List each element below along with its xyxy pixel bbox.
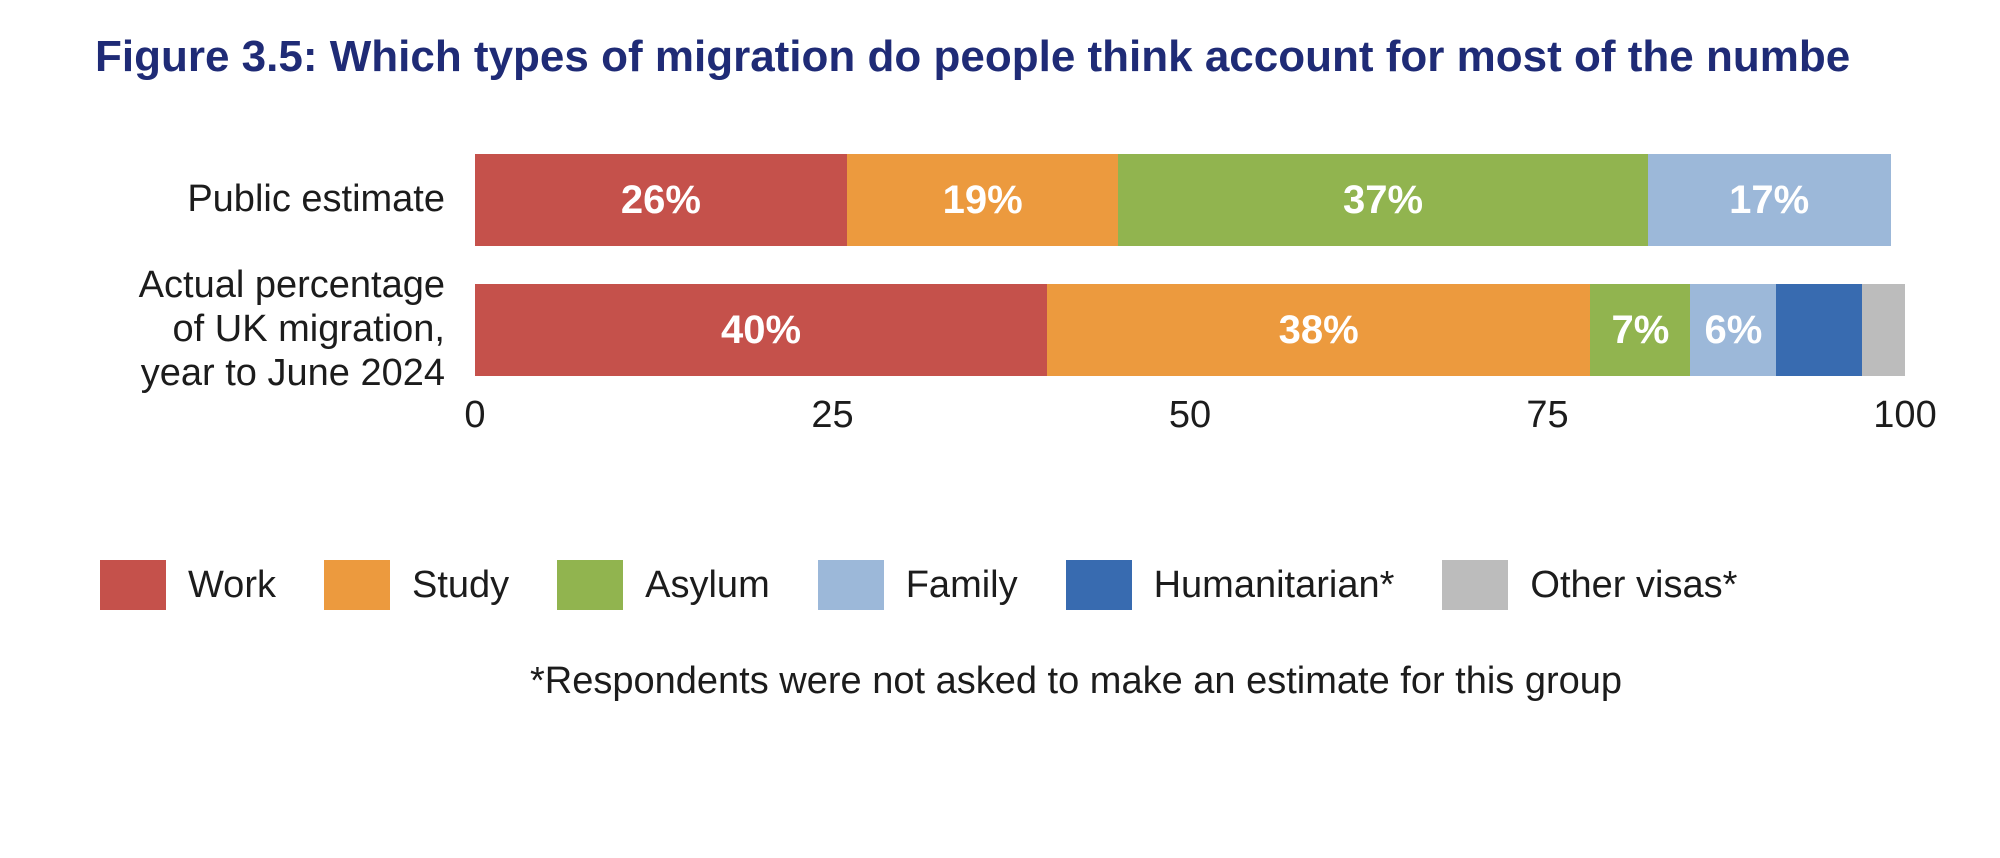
- legend-swatch-study: [324, 560, 390, 610]
- legend-swatch-humanitarian: [1066, 560, 1132, 610]
- legend-item-family: Family: [818, 560, 1018, 610]
- legend-item-other: Other visas*: [1442, 560, 1737, 610]
- chart-row: Actual percentageof UK migration,year to…: [95, 270, 1945, 390]
- legend-item-asylum: Asylum: [557, 560, 770, 610]
- legend-label: Asylum: [645, 564, 770, 607]
- legend-swatch-work: [100, 560, 166, 610]
- figure-title: Figure 3.5: Which types of migration do …: [95, 32, 2000, 82]
- x-axis-tick: 25: [811, 394, 853, 437]
- x-axis-tick: 0: [464, 394, 485, 437]
- legend-item-humanitarian: Humanitarian*: [1066, 560, 1395, 610]
- x-axis-tick: 75: [1526, 394, 1568, 437]
- bar-segment-family: 6%: [1690, 284, 1776, 376]
- chart-legend: Work Study Asylum Family Humanitarian* Other …: [100, 560, 1920, 610]
- chart-footnote: *Respondents were not asked to make an e…: [530, 660, 1622, 703]
- x-axis-tick: 50: [1169, 394, 1211, 437]
- legend-swatch-other: [1442, 560, 1508, 610]
- figure-container: Figure 3.5: Which types of migration do …: [0, 0, 2000, 858]
- bar-segment-humanitarian: [1776, 284, 1862, 376]
- bar-segment-work: 26%: [475, 154, 847, 246]
- legend-label: Humanitarian*: [1154, 564, 1395, 607]
- bar-track: 26%19%37%17%: [475, 154, 1905, 246]
- bar-segment-family: 17%: [1648, 154, 1891, 246]
- x-axis: 0255075100: [475, 394, 1905, 444]
- legend-label: Work: [188, 564, 276, 607]
- row-label: Actual percentageof UK migration,year to…: [95, 264, 475, 395]
- legend-label: Other visas*: [1530, 564, 1737, 607]
- chart-row: Public estimate26%19%37%17%: [95, 140, 1945, 260]
- stacked-bar-chart: Public estimate26%19%37%17%Actual percen…: [95, 140, 1945, 500]
- legend-label: Study: [412, 564, 509, 607]
- row-label: Public estimate: [95, 178, 475, 222]
- bar-segment-asylum: 7%: [1590, 284, 1690, 376]
- bar-segment-asylum: 37%: [1118, 154, 1647, 246]
- bar-segment-other: [1862, 284, 1905, 376]
- legend-item-work: Work: [100, 560, 276, 610]
- legend-label: Family: [906, 564, 1018, 607]
- legend-swatch-asylum: [557, 560, 623, 610]
- legend-swatch-family: [818, 560, 884, 610]
- bar-segment-work: 40%: [475, 284, 1047, 376]
- bar-segment-study: 38%: [1047, 284, 1590, 376]
- bar-segment-study: 19%: [847, 154, 1119, 246]
- bar-track: 40%38%7%6%: [475, 284, 1905, 376]
- legend-item-study: Study: [324, 560, 509, 610]
- x-axis-tick: 100: [1873, 394, 1936, 437]
